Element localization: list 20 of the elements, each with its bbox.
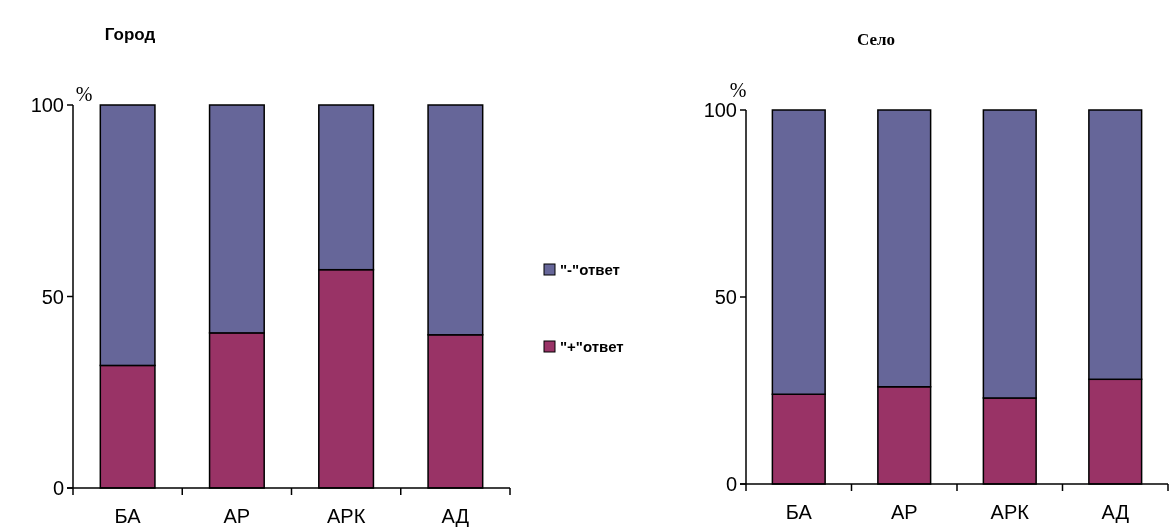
x-tick-label: АД [1101,501,1130,523]
y-axis-title: % [75,83,93,105]
x-tick-label: АР [890,501,918,523]
x-tick-label: БА [785,501,813,523]
y-tick-label: 100 [30,94,64,116]
y-tick-label: 50 [41,285,64,308]
chart-title: Село [856,30,896,49]
x-tick-label: АРК [326,505,366,527]
chart-title: Город [104,25,156,44]
y-tick-label: 0 [725,473,737,495]
x-tick-label: БА [114,505,142,527]
x-tick-label: АД [441,505,470,527]
y-tick-label: 50 [714,286,737,308]
y-tick-label: 100 [703,99,737,121]
legend-label: "+"ответ [560,338,624,356]
legend-label: "-"ответ [560,261,620,279]
y-axis-title: % [729,79,747,101]
y-tick-label: 0 [52,477,64,499]
x-tick-label: АР [223,505,251,527]
x-tick-label: АРК [990,501,1030,523]
